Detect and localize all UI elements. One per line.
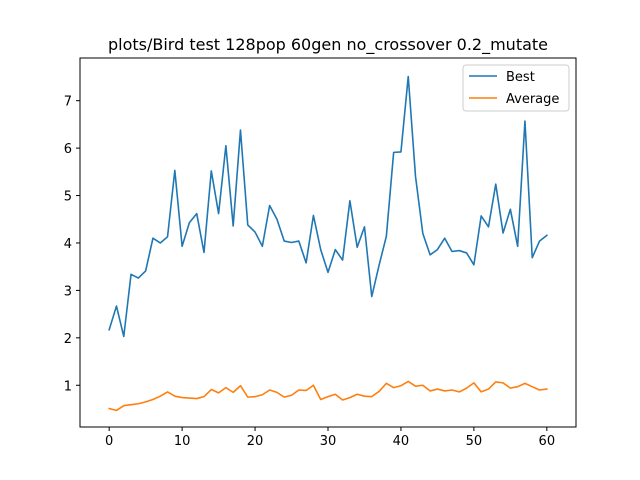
x-tick-label: 60 [539,434,556,449]
legend-label-average: Average [506,92,559,107]
x-axis: 0 10 20 30 40 50 60 [105,427,555,449]
y-tick-label: 3 [64,284,72,299]
y-axis: 1 2 3 4 5 6 7 [64,95,80,394]
legend-label-best: Best [506,70,535,85]
y-tick-label: 4 [64,237,72,252]
x-tick-label: 10 [174,434,191,449]
x-tick-label: 20 [247,434,264,449]
y-tick-label: 5 [64,190,72,205]
x-tick-label: 50 [466,434,483,449]
x-tick-label: 0 [105,434,113,449]
series-line-average [108,380,548,412]
y-tick-label: 1 [64,379,72,394]
y-tick-label: 6 [64,142,72,157]
axes-frame [79,57,577,428]
plot-lines [108,75,548,412]
x-tick-label: 40 [393,434,410,449]
x-tick-label: 30 [320,434,337,449]
y-tick-label: 7 [64,95,72,110]
series-line-best [108,75,548,338]
legend: Best Average [462,64,570,112]
y-tick-label: 2 [64,332,72,347]
chart-title: plots/Bird test 128pop 60gen no_crossove… [108,35,548,55]
